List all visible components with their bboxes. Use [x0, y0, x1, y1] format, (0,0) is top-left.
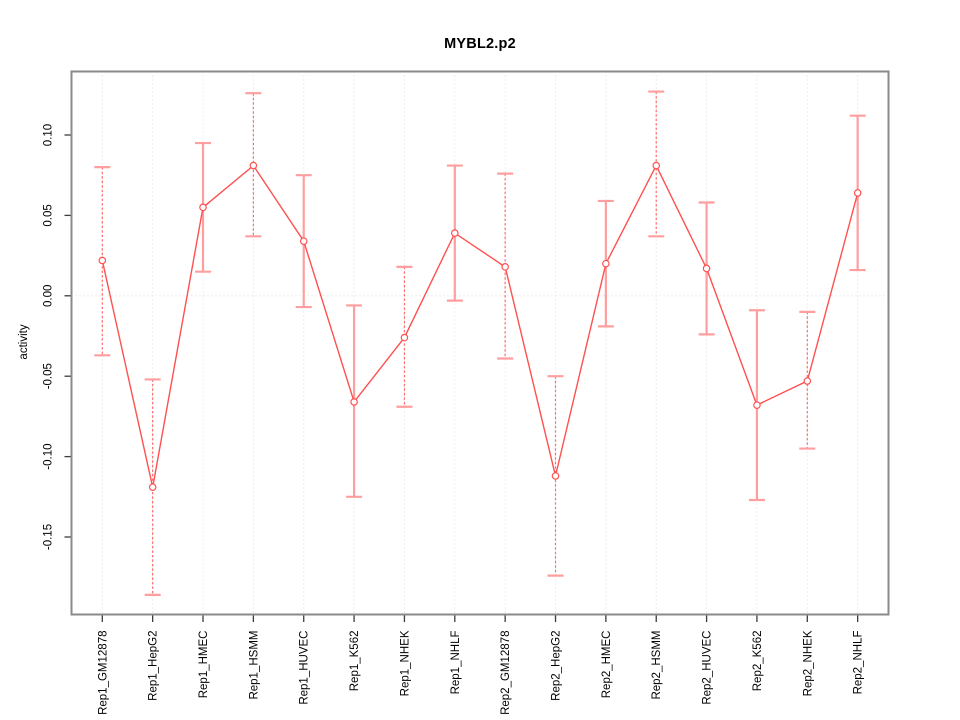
x-tick-label: Rep1_NHLF [450, 631, 462, 695]
x-tick-label: Rep1_HMEC [198, 631, 210, 699]
x-tick-label: Rep1_HUVEC [299, 631, 311, 705]
x-tick-label: Rep2_HepG2 [551, 631, 563, 701]
data-point [652, 161, 661, 170]
y-tick-label: -0.10 [43, 443, 55, 469]
x-tick-label: Rep2_K562 [752, 631, 764, 692]
data-point [450, 229, 459, 237]
data-point [148, 483, 157, 491]
data-point [400, 333, 409, 342]
y-tick-label: -0.05 [43, 363, 55, 389]
data-point [803, 377, 812, 385]
data-point [501, 263, 509, 271]
data-point [702, 264, 711, 273]
data-point [551, 472, 560, 480]
data-point [602, 259, 610, 268]
plot-border [70, 70, 890, 616]
x-tick-label: Rep2_HSMM [651, 631, 663, 700]
x-tick-label: Rep2_HUVEC [702, 631, 714, 705]
data-point [249, 161, 258, 170]
x-tick-label: Rep2_HMEC [601, 631, 613, 699]
data-point [98, 256, 107, 265]
y-tick-label: 0.10 [43, 124, 55, 146]
y-tick-label: 0.00 [43, 285, 55, 307]
x-tick-label: Rep1_NHEK [399, 630, 411, 696]
series [101, 164, 859, 488]
data-point [299, 237, 308, 245]
y-tick-label: -0.15 [43, 524, 55, 550]
gridlines [71, 71, 889, 615]
data-point [753, 401, 761, 409]
x-tick-label: Rep2_NHEK [802, 630, 814, 696]
series-line [101, 164, 859, 488]
data-point [350, 398, 358, 406]
data-point [199, 203, 207, 212]
y-axis: 0.10 0.05 0.00 -0.05 -0.10 -0.15 [43, 124, 71, 550]
data-points [98, 161, 862, 491]
x-tick-label: Rep1_GM12878 [97, 631, 109, 715]
error-bars [94, 90, 866, 596]
box [70, 70, 890, 616]
x-tick-label: Rep2_GM12878 [500, 631, 512, 715]
x-tick-label: Rep1_HSMM [248, 631, 260, 700]
y-tick-label: 0.05 [43, 204, 55, 226]
x-tick-label: Rep2_NHLF [853, 631, 865, 695]
x-axis: Rep1_GM12878 Rep1_HepG2 Rep1_HMEC Rep1_HSMM… [97, 615, 865, 715]
x-tick-label: Rep1_K562 [349, 631, 361, 692]
data-point [853, 189, 862, 197]
y-axis-title: activity [18, 324, 30, 360]
chart-title: MYBL2.p2 [444, 36, 516, 52]
x-tick-label: Rep1_HepG2 [148, 631, 160, 701]
